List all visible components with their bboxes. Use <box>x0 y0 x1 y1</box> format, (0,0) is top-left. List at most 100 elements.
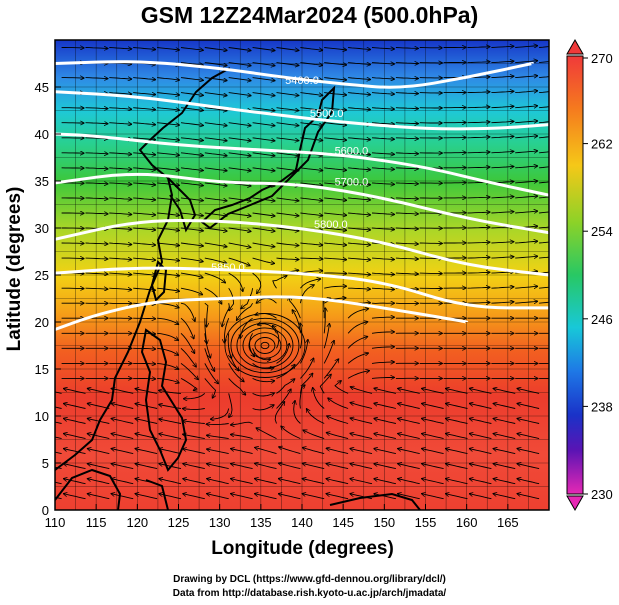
map-title: GSM 12Z24Mar2024 (500.0hPa) <box>140 2 479 28</box>
streamline <box>180 272 203 278</box>
streamline <box>133 213 155 215</box>
streamline <box>279 494 301 500</box>
streamline <box>204 137 227 141</box>
streamline <box>371 108 394 109</box>
streamline <box>180 347 196 367</box>
streamline <box>347 353 368 364</box>
streamline <box>111 404 134 409</box>
streamline <box>159 479 182 485</box>
streamline <box>348 288 370 289</box>
streamline <box>157 152 179 155</box>
streamline <box>395 198 418 199</box>
streamline <box>539 136 549 139</box>
streamline <box>133 363 155 364</box>
streamline <box>395 63 418 64</box>
contour-line <box>55 266 549 310</box>
streamline <box>276 47 299 51</box>
streamline <box>252 227 275 231</box>
streamline <box>85 168 108 169</box>
streamline <box>228 152 251 156</box>
streamline <box>157 77 179 80</box>
x-tick-label: 160 <box>456 515 478 530</box>
vortex-streamline <box>230 317 300 374</box>
streamline <box>491 167 513 168</box>
streamline <box>180 257 203 261</box>
streamline <box>348 243 370 245</box>
streamline <box>470 389 492 394</box>
streamline <box>224 318 230 343</box>
streamline <box>300 242 322 245</box>
streamline <box>294 401 301 424</box>
streamline <box>395 138 418 139</box>
streamline <box>180 302 195 321</box>
streamline <box>539 166 549 169</box>
streamline <box>374 464 396 470</box>
streamline <box>303 448 325 455</box>
colorbar-tick-label: 254 <box>591 224 613 239</box>
streamline <box>350 464 373 470</box>
streamline <box>374 403 397 409</box>
streamline <box>395 78 418 79</box>
streamline <box>252 242 275 247</box>
streamline <box>252 92 275 96</box>
streamline <box>228 167 251 171</box>
streamline <box>109 198 131 200</box>
streamline <box>85 78 108 79</box>
streamline <box>348 108 370 110</box>
streamline <box>88 404 110 409</box>
streamline <box>348 213 370 215</box>
streamline <box>300 167 322 171</box>
streamline <box>324 258 346 260</box>
streamline <box>422 389 444 394</box>
streamline <box>300 197 322 201</box>
streamline <box>348 63 370 65</box>
streamline <box>324 107 346 110</box>
streamline <box>328 398 349 409</box>
streamline <box>303 463 325 470</box>
streamline <box>157 287 179 291</box>
streamline <box>135 494 158 500</box>
streamline <box>491 151 513 152</box>
streamline <box>183 421 205 424</box>
streamline <box>515 181 537 183</box>
streamline <box>159 390 182 394</box>
streamline <box>350 433 373 440</box>
streamline <box>374 388 396 394</box>
streamline <box>515 151 537 153</box>
streamline <box>85 123 108 124</box>
x-axis-label: Longitude (degrees) <box>211 538 394 559</box>
x-tick-label: 110 <box>45 515 66 530</box>
x-axis-ticks: 110 115 120 125 130 135 140 145 150 155 160 165 <box>45 504 519 530</box>
streamline <box>395 48 418 49</box>
streamline <box>374 449 396 455</box>
y-tick-label: 45 <box>35 80 49 95</box>
streamline <box>157 227 179 230</box>
streamline <box>398 419 420 424</box>
streamline <box>276 379 295 394</box>
streamline <box>228 363 244 381</box>
streamline <box>204 212 227 216</box>
streamline <box>467 212 490 213</box>
streamline <box>324 273 346 274</box>
contour-line <box>55 132 549 197</box>
streamline <box>135 449 158 455</box>
streamline <box>493 389 516 394</box>
streamline <box>109 78 131 80</box>
streamline <box>324 286 346 289</box>
streamline <box>422 494 444 500</box>
streamline <box>371 377 394 378</box>
streamline <box>374 419 396 424</box>
streamline <box>276 197 299 201</box>
streamline <box>256 428 277 440</box>
streamline <box>300 92 322 96</box>
streamline <box>180 137 203 141</box>
streamline <box>133 198 155 200</box>
streamline <box>470 404 492 409</box>
streamline <box>276 227 299 231</box>
streamline <box>467 107 490 108</box>
streamline <box>183 434 205 440</box>
streamline <box>157 347 178 355</box>
streamline <box>371 123 394 125</box>
y-tick-label: 15 <box>35 362 49 377</box>
